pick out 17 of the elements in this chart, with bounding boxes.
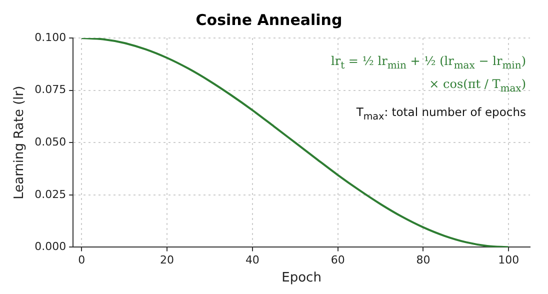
- x-axis-title: Epoch: [282, 270, 322, 286]
- x-tick-label: 0: [78, 254, 86, 267]
- y-axis-title: Learning Rate (lr): [12, 86, 28, 200]
- text: lr$_{t}$ = ½ lr$_{min}$ + ½ (lr$_{max}$ − lr$_{min}$): [331, 54, 526, 72]
- y-tick-label: 0.000: [34, 240, 66, 254]
- x-tick-label: 40: [245, 254, 260, 267]
- chart-title: Cosine Annealing: [196, 10, 342, 29]
- y-tick-label: 0.050: [34, 135, 66, 148]
- x-tick-label: 60: [330, 254, 345, 267]
- annotation: T$_{max}$: total number of epochs: [355, 104, 526, 124]
- y-tick-label: 0.100: [34, 30, 66, 44]
- y-tick-label: 0.025: [34, 188, 66, 201]
- annotation: × cos(πt / T$_{max}$): [428, 76, 526, 97]
- x-tick-label: 80: [416, 254, 430, 267]
- y-tick-label: 0.075: [34, 83, 66, 96]
- x-tick-label: 100: [498, 254, 520, 267]
- x-tick-label: 20: [160, 254, 174, 267]
